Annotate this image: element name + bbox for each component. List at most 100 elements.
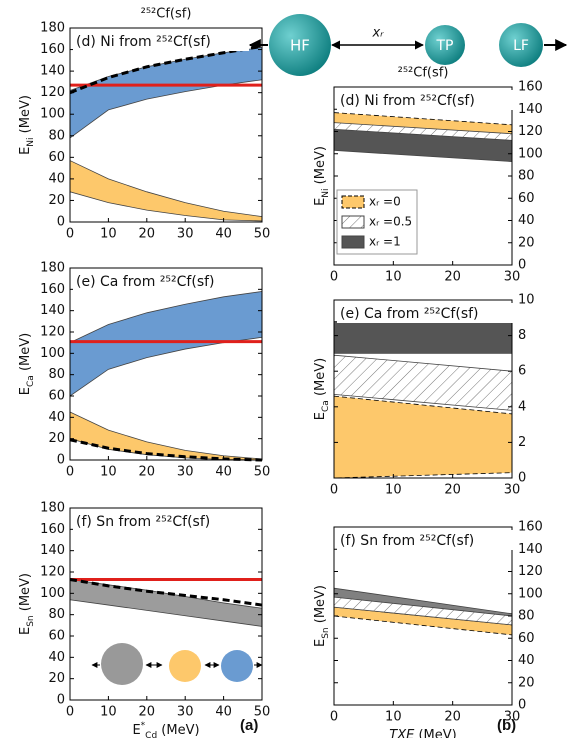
panel-title: (d) Ni from ²⁵²Cf(sf) bbox=[340, 93, 475, 109]
y-tick-label: 100 bbox=[518, 586, 543, 601]
x-tick-label: 20 bbox=[444, 710, 461, 725]
label-part: TXE bbox=[389, 728, 415, 739]
y-tick-label: 120 bbox=[518, 124, 543, 139]
plot-frame bbox=[69, 507, 263, 701]
title-bg bbox=[73, 271, 249, 291]
panel-title: (e) Ca from ²⁵²Cf(sf) bbox=[340, 306, 479, 322]
y-tick-label: 80 bbox=[518, 169, 535, 184]
y-tick-label: 120 bbox=[40, 85, 65, 100]
panel-label: (a) bbox=[240, 717, 258, 734]
y-tick-label: 160 bbox=[40, 522, 65, 537]
x-tick-label: 30 bbox=[177, 465, 194, 480]
y-tick-label: 0 bbox=[57, 693, 65, 708]
x-tick-label: 10 bbox=[385, 483, 402, 498]
title-bg bbox=[337, 303, 513, 323]
x-axis-label: TXE (MeV) bbox=[389, 728, 456, 739]
label-part: Sn bbox=[321, 627, 331, 638]
band bbox=[333, 395, 513, 479]
plot-frame bbox=[333, 299, 513, 479]
label-part: (MeV) bbox=[18, 573, 33, 615]
panel-label: (b) bbox=[497, 717, 516, 734]
y-tick-label: 80 bbox=[48, 128, 65, 143]
label-part: (MeV) bbox=[313, 146, 328, 188]
y-tick-label: 20 bbox=[518, 235, 535, 250]
x-tick-label: 30 bbox=[177, 227, 194, 242]
y-tick-label: 100 bbox=[40, 586, 65, 601]
y-axis-label: ESn (MeV) bbox=[313, 585, 331, 647]
y-tick-label: 0 bbox=[57, 453, 65, 468]
y-tick-label: 180 bbox=[40, 261, 65, 276]
label-part: E bbox=[132, 723, 140, 738]
y-tick-label: 40 bbox=[518, 653, 535, 668]
label-part: (MeV) bbox=[18, 333, 33, 375]
y-tick-label: 40 bbox=[48, 410, 65, 425]
x-tick-label: 0 bbox=[66, 465, 74, 480]
x-tick-label: 50 bbox=[254, 465, 271, 480]
label-part: (MeV) bbox=[414, 728, 456, 739]
y-tick-label: 140 bbox=[40, 543, 65, 558]
y-tick-label: 0 bbox=[518, 258, 526, 273]
panel-header: ²⁵²Cf(sf) bbox=[398, 66, 449, 81]
panel-title: (f) Sn from ²⁵²Cf(sf) bbox=[340, 533, 474, 549]
label-part: E bbox=[18, 627, 33, 635]
diagram-label: HF bbox=[290, 37, 310, 55]
x-axis-label: E*Cd (MeV) bbox=[132, 721, 199, 739]
y-tick-label: 0 bbox=[518, 698, 526, 713]
x-tick-label: 0 bbox=[66, 227, 74, 242]
y-axis-label: ESn (MeV) bbox=[18, 573, 36, 635]
panel-title: (e) Ca from ²⁵²Cf(sf) bbox=[76, 274, 215, 290]
x-tick-label: 10 bbox=[100, 705, 117, 720]
y-tick-label: 40 bbox=[518, 213, 535, 228]
x-tick-label: 0 bbox=[330, 483, 338, 498]
y-tick-label: 10 bbox=[518, 293, 535, 308]
diagram-label: TP bbox=[436, 38, 454, 54]
x-tick-label: 10 bbox=[385, 710, 402, 725]
x-tick-label: 20 bbox=[444, 483, 461, 498]
y-tick-label: 60 bbox=[518, 191, 535, 206]
y-tick-label: 180 bbox=[40, 21, 65, 36]
label-part: (MeV) bbox=[313, 358, 328, 400]
label-part: Sn bbox=[26, 615, 36, 626]
x-tick-label: 30 bbox=[504, 710, 521, 725]
panel-title: (f) Sn from ²⁵²Cf(sf) bbox=[76, 514, 210, 530]
title-bg bbox=[73, 511, 249, 531]
band bbox=[69, 579, 263, 627]
legend-swatch bbox=[341, 235, 365, 249]
x-tick-label: 30 bbox=[504, 270, 521, 285]
label-part: (MeV) bbox=[18, 95, 33, 137]
y-tick-label: 140 bbox=[40, 303, 65, 318]
y-tick-label: 0 bbox=[518, 471, 526, 486]
legend-swatch bbox=[341, 215, 365, 229]
y-axis-label: ECa (MeV) bbox=[18, 333, 36, 395]
label-part: E bbox=[313, 198, 328, 206]
legend-swatch bbox=[341, 195, 365, 209]
y-tick-label: 160 bbox=[40, 42, 65, 57]
y-tick-label: 100 bbox=[40, 346, 65, 361]
x-tick-label: 40 bbox=[215, 705, 232, 720]
y-tick-label: 60 bbox=[518, 631, 535, 646]
y-tick-label: 160 bbox=[518, 520, 543, 535]
title-bg bbox=[73, 31, 249, 51]
x-tick-label: 20 bbox=[139, 465, 156, 480]
y-tick-label: 2 bbox=[518, 435, 526, 450]
band bbox=[69, 411, 263, 461]
y-tick-label: 20 bbox=[518, 675, 535, 690]
plot-frame bbox=[69, 27, 263, 223]
x-tick-label: 40 bbox=[215, 465, 232, 480]
title-bg bbox=[337, 90, 513, 110]
band bbox=[69, 159, 263, 222]
y-tick-label: 140 bbox=[518, 542, 543, 557]
x-tick-label: 0 bbox=[330, 270, 338, 285]
x-tick-label: 20 bbox=[139, 227, 156, 242]
x-tick-label: 0 bbox=[330, 710, 338, 725]
y-tick-label: 80 bbox=[48, 367, 65, 382]
plot-frame bbox=[69, 267, 263, 461]
y-tick-label: 60 bbox=[48, 629, 65, 644]
label-part: * bbox=[141, 721, 146, 731]
band bbox=[69, 46, 263, 139]
y-tick-label: 40 bbox=[48, 171, 65, 186]
y-tick-label: 160 bbox=[40, 282, 65, 297]
y-tick-label: 20 bbox=[48, 671, 65, 686]
x-tick-label: 20 bbox=[139, 705, 156, 720]
